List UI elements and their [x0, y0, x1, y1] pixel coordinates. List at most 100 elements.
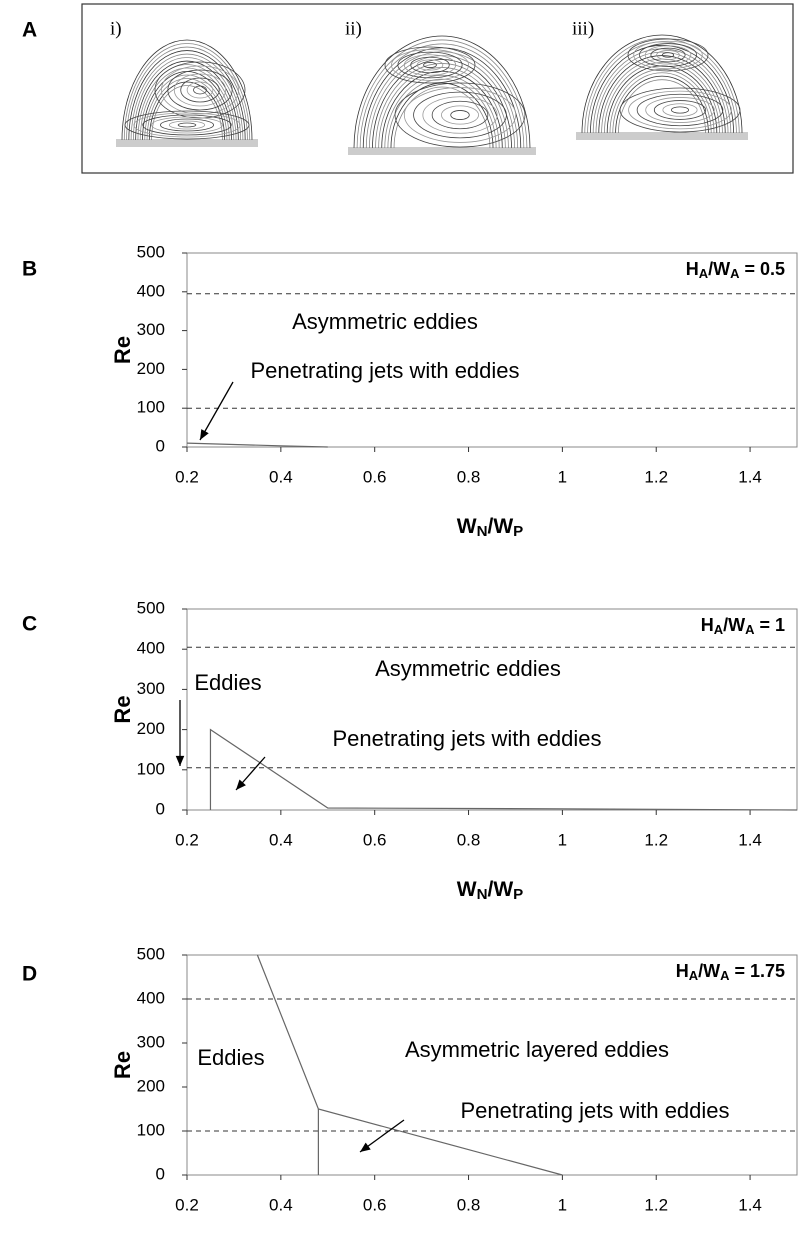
x-tick-label: 0.4 [269, 830, 293, 849]
streamline [146, 78, 228, 141]
subscript: A [689, 968, 699, 983]
streamline [126, 46, 248, 141]
x-tick-label: 0.8 [457, 1195, 481, 1214]
y-tick-label: 100 [137, 1120, 165, 1139]
y-tick-label: 0 [156, 799, 165, 818]
streamline [416, 59, 444, 71]
x-tick-label: 1.4 [738, 1195, 762, 1214]
x-tick-label: 0.8 [457, 467, 481, 486]
streamline [590, 44, 734, 134]
text-part: H [676, 961, 689, 981]
sub-label: i) [110, 18, 122, 39]
annotation: Eddies [194, 670, 261, 695]
streamline [180, 77, 220, 103]
streamline [612, 72, 712, 134]
panel-letter: D [22, 963, 37, 986]
x-tick-label: 1.2 [644, 467, 668, 486]
streamline [671, 106, 689, 114]
x-tick-label: 1 [558, 830, 567, 849]
streamline [662, 103, 698, 117]
panel-a-frame [81, 3, 794, 174]
arrow-head [236, 779, 246, 790]
streamline [618, 79, 706, 134]
annotation: Asymmetric eddies [375, 656, 561, 681]
chart-title: HA/WA = 0.5 [686, 259, 785, 282]
subscript: A [730, 266, 740, 281]
streamline [384, 46, 476, 84]
plot-frame [186, 954, 798, 1176]
subscript: A [745, 622, 755, 637]
x-tick-label: 1 [558, 1195, 567, 1214]
streamline [653, 100, 707, 120]
streamline [390, 82, 494, 149]
x-tick-label: 0.2 [175, 1195, 199, 1214]
annotation: Eddies [197, 1045, 264, 1070]
streamline [151, 85, 223, 141]
streamline [144, 74, 230, 141]
text-part: /W [698, 961, 720, 981]
x-tick-label: 1.2 [644, 1195, 668, 1214]
y-tick-label: 200 [137, 1076, 165, 1095]
streamline [410, 56, 450, 74]
streamline [167, 69, 233, 111]
x-tick-label: 1.4 [738, 830, 762, 849]
chart-title: HA/WA = 1.75 [676, 961, 785, 984]
x-tick-label: 1 [558, 467, 567, 486]
y-tick-label: 300 [137, 1032, 165, 1051]
x-tick-label: 1.4 [738, 467, 762, 486]
streamline [661, 52, 675, 58]
x-tick-label: 0.6 [363, 1195, 387, 1214]
streamline [645, 97, 715, 123]
y-tick-label: 100 [137, 759, 165, 778]
x-tick-label: 0.4 [269, 1195, 293, 1214]
streamline [441, 105, 479, 125]
annotation: Penetrating jets with eddies [332, 726, 601, 751]
panel-letter: A [22, 19, 37, 42]
text-part: /W [723, 615, 745, 635]
y-tick-label: 500 [137, 944, 165, 963]
streamline [359, 43, 525, 149]
subscript: P [513, 523, 523, 540]
streamline [356, 39, 528, 149]
streamline [604, 62, 720, 134]
y-tick-label: 100 [137, 398, 165, 417]
axis-title: WN/WP [457, 515, 523, 540]
annotation: Penetrating jets with eddies [460, 1098, 729, 1123]
x-tick-label: 0.6 [363, 467, 387, 486]
y-tick-label: 500 [137, 598, 165, 617]
text-part: H [701, 615, 714, 635]
streamline [650, 47, 686, 63]
streamline [168, 120, 206, 130]
streamline [365, 51, 519, 149]
y-axis-title: Re [110, 1051, 135, 1079]
y-axis-title: Re [110, 695, 135, 723]
streamline [161, 65, 239, 115]
subscript: A [720, 968, 730, 983]
y-tick-label: 400 [137, 988, 165, 1007]
streamline [124, 110, 250, 140]
sub-label: ii) [345, 18, 362, 39]
subscript: P [513, 886, 523, 903]
streamline [423, 62, 437, 68]
y-tick-label: 300 [137, 679, 165, 698]
streamline [391, 49, 469, 81]
subscript: N [477, 886, 488, 903]
streamline [628, 90, 732, 130]
streamline [173, 73, 227, 107]
arrow-head [200, 429, 209, 440]
streamline [369, 55, 515, 149]
streamline [133, 112, 241, 138]
chart-title: HA/WA = 1 [701, 615, 785, 638]
subscript: A [714, 622, 724, 637]
streamline [353, 35, 531, 149]
y-tick-label: 400 [137, 281, 165, 300]
streamline [619, 87, 741, 133]
y-tick-label: 500 [137, 242, 165, 261]
streamline [397, 51, 463, 79]
panel-letter: C [22, 613, 37, 636]
text-part: = 1 [754, 615, 785, 635]
streamline [372, 59, 512, 149]
annotation: Asymmetric eddies [292, 309, 478, 334]
y-tick-label: 0 [156, 436, 165, 455]
panel-letter: B [22, 258, 37, 281]
